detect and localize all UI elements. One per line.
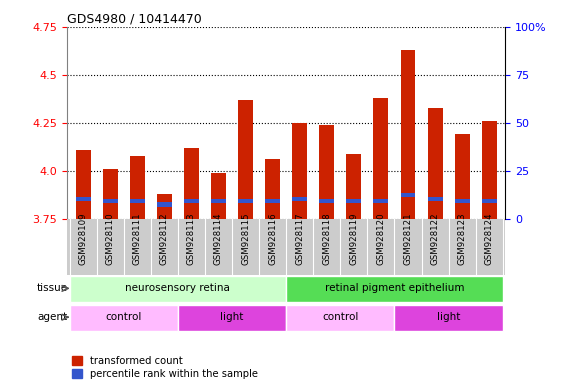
Bar [482,121,497,219]
Text: retinal pigment epithelium: retinal pigment epithelium [325,283,464,293]
Bar [157,202,172,207]
Bar [211,199,226,203]
Text: light: light [220,312,243,322]
Bar [428,197,443,201]
Bar [292,123,307,219]
Text: agent: agent [37,312,67,322]
Bar [70,276,286,302]
Bar [374,199,388,203]
Bar [130,156,145,219]
Bar [286,276,503,302]
Bar [400,50,415,219]
Text: tissue: tissue [36,283,67,293]
Bar [400,193,415,197]
Bar [346,154,361,219]
Bar [76,150,91,219]
Bar [178,305,286,331]
Bar [320,199,334,203]
Bar [265,159,280,219]
Text: neurosensory retina: neurosensory retina [125,283,230,293]
Text: control: control [106,312,142,322]
Bar [70,305,178,331]
Bar [130,199,145,203]
Bar [157,194,172,219]
Bar [184,199,199,203]
Bar [428,108,443,219]
Bar [286,305,394,331]
Bar [346,199,361,203]
Bar [394,305,503,331]
Bar [455,199,469,203]
Text: light: light [437,312,460,322]
Bar [292,197,307,201]
Bar [103,199,117,203]
Text: GDS4980 / 10414470: GDS4980 / 10414470 [67,13,202,26]
Bar [265,199,280,203]
Bar [482,199,497,203]
Bar [374,98,388,219]
Bar [76,197,91,201]
Bar [320,125,334,219]
Bar [103,169,117,219]
Bar [238,199,253,203]
Bar [455,134,469,219]
Bar [184,148,199,219]
Text: control: control [322,312,358,322]
Bar [211,173,226,219]
Legend: transformed count, percentile rank within the sample: transformed count, percentile rank withi… [72,356,258,379]
Bar [238,100,253,219]
